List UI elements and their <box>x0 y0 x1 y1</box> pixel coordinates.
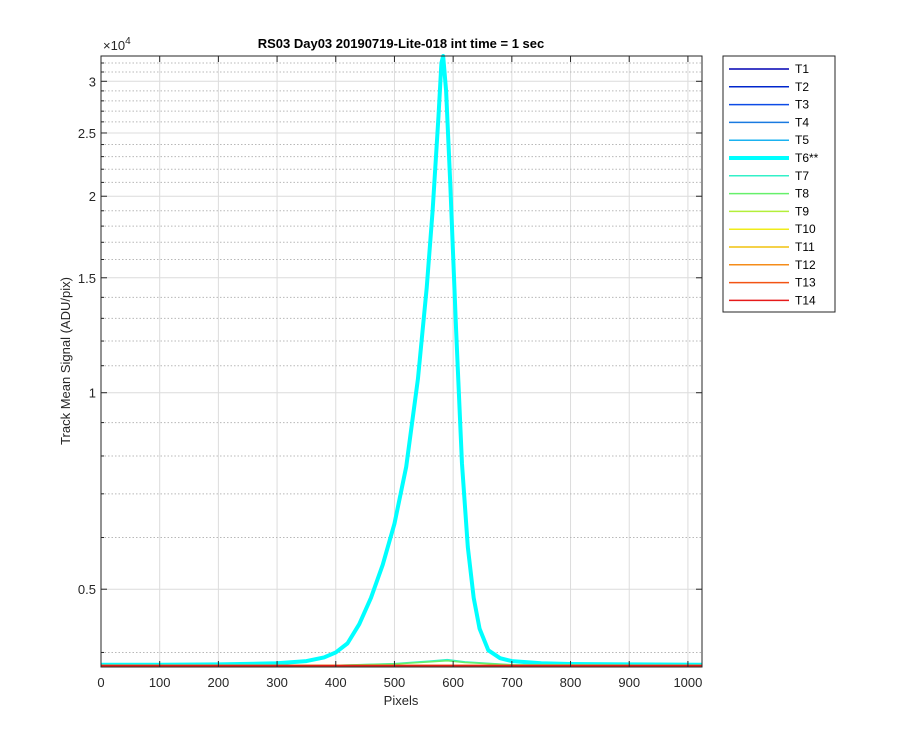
y-tick-label: 0.5 <box>78 582 96 597</box>
legend-label: T12 <box>795 258 816 272</box>
x-tick-label: 1000 <box>673 675 702 690</box>
axes-frame <box>100 55 703 668</box>
y-axis: 0.5 1 1.5 2 2.5 3 <box>78 62 702 653</box>
legend-box <box>722 55 836 313</box>
legend-label: T6** <box>795 151 819 165</box>
x-tick-label: 300 <box>266 675 288 690</box>
legend-item-t1[interactable]: T1 <box>729 62 809 76</box>
legend-label: T14 <box>795 293 816 307</box>
legend-label: T8 <box>795 187 809 201</box>
legend-label: T5 <box>795 133 809 147</box>
x-tick-label: 800 <box>560 675 582 690</box>
legend-item-t7[interactable]: T7 <box>729 169 809 183</box>
y-tick-label: 3 <box>89 74 96 89</box>
x-tick-label: 900 <box>618 675 640 690</box>
axes: 0 100 200 300 400 500 600 700 800 900 1000 0.5 1 1.5… <box>78 54 703 690</box>
legend-label: T11 <box>795 240 815 254</box>
legend-label: T3 <box>795 98 809 112</box>
legend-item-t5[interactable]: T5 <box>729 133 809 147</box>
x-axis-label: Pixels <box>384 693 419 708</box>
legend-label: T13 <box>795 276 816 290</box>
y-axis-label: Track Mean Signal (ADU/pix) <box>58 277 73 445</box>
legend-item-t10[interactable]: T10 <box>729 222 816 236</box>
y-tick-label: 2.5 <box>78 126 96 141</box>
legend-item-t14[interactable]: T14 <box>729 293 816 307</box>
legend-item-t12[interactable]: T12 <box>729 258 816 272</box>
x-tick-label: 0 <box>97 675 104 690</box>
legend-item-t9[interactable]: T9 <box>729 204 809 218</box>
x-tick-label: 500 <box>384 675 406 690</box>
legend-item-t6[interactable]: T6** <box>729 151 819 165</box>
y-exponent-label: ×104 <box>103 36 131 53</box>
legend-item-t11[interactable]: T11 <box>729 240 815 254</box>
x-axis: 0 100 200 300 400 500 600 700 800 900 1000 <box>97 56 702 690</box>
y-tick-label: 2 <box>89 189 96 204</box>
legend-label: T7 <box>795 169 809 183</box>
y-tick-label: 1.5 <box>78 271 96 286</box>
x-tick-label: 700 <box>501 675 523 690</box>
x-tick-label: 200 <box>208 675 230 690</box>
legend-item-t2[interactable]: T2 <box>729 80 809 94</box>
legend-label: T1 <box>795 62 809 76</box>
legend[interactable]: T1 T2 T3 T4 T5 T6** T7 T8 T9 T10 T11 T12 T13 T14 <box>722 55 836 313</box>
legend-label: T10 <box>795 222 816 236</box>
legend-label: T2 <box>795 80 809 94</box>
x-tick-label: 100 <box>149 675 171 690</box>
y-tick-label: 1 <box>89 386 96 401</box>
legend-item-t8[interactable]: T8 <box>729 187 809 201</box>
legend-item-t3[interactable]: T3 <box>729 98 809 112</box>
x-tick-label: 400 <box>325 675 347 690</box>
series-layer <box>100 54 703 667</box>
x-tick-label: 600 <box>442 675 464 690</box>
plot-area <box>101 56 702 667</box>
legend-label: T4 <box>795 115 809 129</box>
series-line-t6 <box>101 54 703 667</box>
legend-item-t13[interactable]: T13 <box>729 276 816 290</box>
legend-item-t4[interactable]: T4 <box>729 115 809 129</box>
legend-label: T9 <box>795 204 809 218</box>
chart-title: RS03 Day03 20190719-Lite-018 int time = … <box>258 36 545 51</box>
grid <box>100 56 702 667</box>
